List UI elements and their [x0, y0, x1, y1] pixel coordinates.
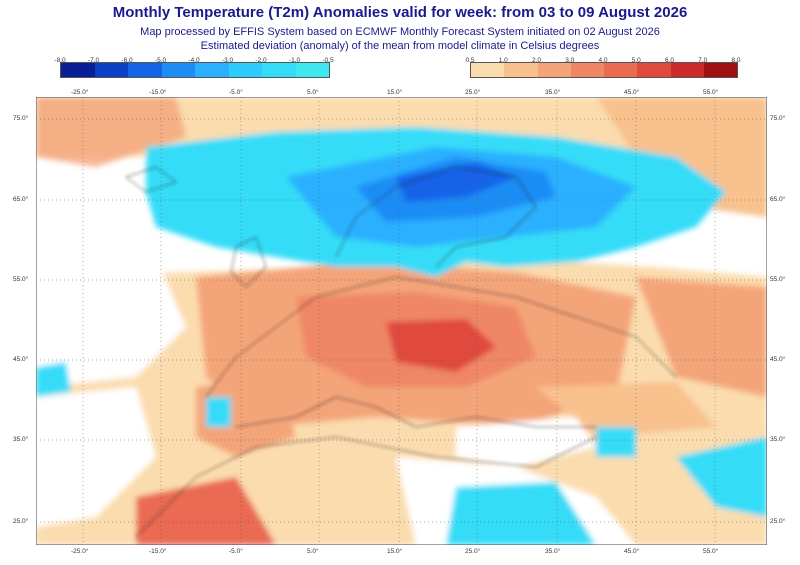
legend-tick-label: -7.0 [87, 57, 100, 64]
legend-swatch [637, 63, 671, 77]
longitude-label: 15.0° [387, 89, 403, 96]
warm-region-turkey [536, 382, 716, 437]
warm-region-core [386, 319, 496, 372]
latitude-label: 75.0° [770, 115, 786, 122]
warm-region-east [636, 277, 767, 397]
legend-tick-label: -1.0 [288, 57, 301, 64]
warm-region-ne [596, 97, 767, 217]
longitude-label: -5.0° [229, 89, 243, 96]
latitude-label: 25.0° [13, 518, 29, 525]
cold-patch-levant [596, 427, 636, 457]
legend-swatch [537, 63, 571, 77]
legend-tick-label: 6.0 [664, 57, 675, 64]
longitude-label: -15.0° [149, 89, 167, 96]
coast-europe [205, 276, 677, 398]
latitude-label: 35.0° [770, 436, 786, 443]
legend-swatch [703, 63, 737, 77]
legend-tick-label: -0.5 [322, 57, 334, 64]
longitude-label: -25.0° [71, 548, 89, 555]
legend-swatch [295, 63, 329, 77]
longitude-label: -25.0° [71, 89, 89, 96]
coast-med [235, 396, 596, 428]
longitude-label: 55.0° [703, 548, 719, 555]
legend-tick-label: -2.0 [255, 57, 267, 64]
legend-swatch [128, 63, 162, 77]
latitude-label: 65.0° [770, 196, 786, 203]
cold-patch-iberia [206, 397, 231, 427]
longitude-label: 5.0° [307, 89, 319, 96]
cold-patch-atlantic [36, 362, 71, 397]
legend-tick-label: 2.0 [531, 57, 542, 64]
longitude-label: -15.0° [149, 548, 167, 555]
legend-swatch [161, 63, 195, 77]
longitude-label: 35.0° [545, 548, 561, 555]
longitude-label: -5.0° [229, 548, 243, 555]
legend-swatch [195, 63, 229, 77]
longitude-label: 45.0° [624, 89, 640, 96]
legend-tick-label: -6.0 [121, 57, 133, 64]
longitude-label: 5.0° [307, 548, 319, 555]
legend-cold-scale [60, 62, 330, 78]
anomaly-map [36, 97, 767, 545]
latitude-label: 45.0° [13, 356, 29, 363]
legend-swatch [504, 63, 538, 77]
longitude-label: 45.0° [624, 548, 640, 555]
neutral-atlantic-south [36, 387, 156, 527]
longitude-label: 15.0° [387, 548, 403, 555]
legend-swatch [570, 63, 604, 77]
longitude-label: 55.0° [703, 89, 719, 96]
legend-swatch [262, 63, 296, 77]
cold-patch-egypt [446, 482, 596, 545]
legend-swatch [61, 63, 95, 77]
map-subtitle-units: Estimated deviation (anomaly) of the mea… [200, 40, 600, 52]
legend-tick-label: 0.5 [465, 57, 475, 64]
latitude-label: 45.0° [770, 356, 786, 363]
legend-tick-label: 3.0 [565, 57, 575, 64]
legend-warm-scale [470, 62, 738, 78]
legend-tick-label: 4.0 [598, 57, 608, 64]
latitude-label: 55.0° [13, 276, 29, 283]
legend-tick-label: 5.0 [631, 57, 641, 64]
cold-patch-arabia [676, 437, 767, 517]
legend-tick-label: -3.0 [221, 57, 234, 64]
latitude-label: 75.0° [13, 115, 29, 122]
latitude-label: 35.0° [13, 436, 29, 443]
longitude-label: 35.0° [545, 89, 561, 96]
map-subtitle-source: Map processed by EFFIS System based on E… [140, 26, 660, 38]
legend-tick-label: 1.0 [498, 57, 508, 64]
latitude-label: 65.0° [13, 196, 29, 203]
legend-swatch [670, 63, 704, 77]
legend-tick-label: -5.0 [154, 57, 167, 64]
legend-tick-label: -4.0 [188, 57, 200, 64]
legend-swatch [94, 63, 128, 77]
latitude-label: 25.0° [770, 518, 786, 525]
legend-tick-label: 8.0 [731, 57, 741, 64]
legend-tick-label: -8.0 [54, 57, 66, 64]
coast-africa [135, 436, 597, 538]
longitude-label: 25.0° [465, 548, 481, 555]
coast-uk [230, 236, 267, 288]
latitude-label: 55.0° [770, 276, 786, 283]
neutral-atlantic [36, 257, 186, 387]
legend-tick-label: 7.0 [698, 57, 708, 64]
legend-swatch [228, 63, 262, 77]
map-title: Monthly Temperature (T2m) Anomalies vali… [112, 4, 688, 21]
coast-scandinavia [335, 166, 537, 268]
legend-swatch [604, 63, 638, 77]
longitude-label: 25.0° [465, 89, 481, 96]
legend-swatch [471, 63, 505, 77]
coast-iceland [125, 166, 177, 193]
